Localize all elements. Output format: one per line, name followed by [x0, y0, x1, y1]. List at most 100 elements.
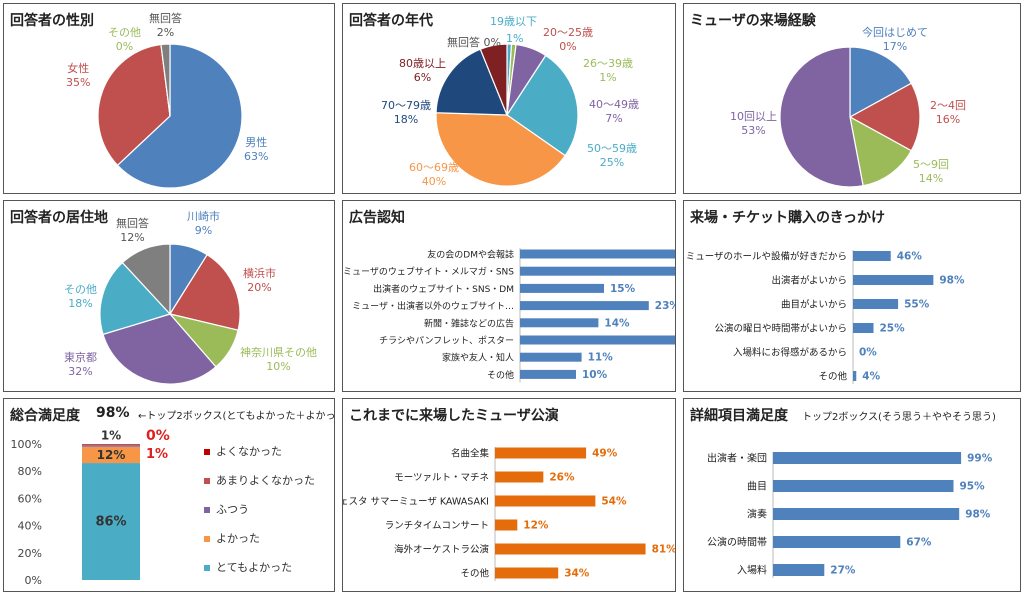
slice-label-age-40: 40～49歳 7%: [589, 98, 639, 125]
stack-value-label: 0%: [146, 428, 170, 444]
panel-title: 回答者の居住地: [10, 210, 108, 226]
bar-value-label: 15%: [610, 283, 636, 295]
panel-title: ミューザの来場経験: [690, 13, 816, 29]
pie-slice-5: [435, 112, 567, 187]
legend-item: ふつう: [204, 501, 249, 517]
pie-residence: [99, 243, 241, 385]
bar-value-label: 10%: [582, 369, 608, 381]
bar-value-label: 4%: [862, 371, 880, 383]
slice-label-kanagawa: 神奈川県その他 10%: [240, 346, 317, 373]
slice-label-age-50: 50～59歳 25%: [587, 142, 637, 169]
y-tick-label: 100%: [11, 438, 42, 451]
bar-1: [773, 480, 954, 492]
bar-2: [853, 299, 899, 309]
slice-label-age-19: 19歳以下: [490, 15, 537, 28]
bar-category-label: 出演者・楽団: [707, 452, 767, 465]
bar-category-label: その他: [818, 371, 847, 383]
bar-value-label: 14%: [604, 317, 630, 329]
slice-label-age-70: 70～79歳 18%: [381, 99, 431, 126]
pie-slice-4: [99, 261, 172, 336]
bar-value-label: 98%: [965, 509, 991, 521]
bar-value-label: 95%: [960, 481, 986, 493]
stack-segment-0: [82, 463, 140, 580]
bar-category-label: ランチタイムコンサート: [385, 521, 489, 532]
bar-value-label: 26%: [549, 472, 575, 484]
slice-label-kawasaki: 川崎市 9%: [187, 210, 220, 237]
stack-segment-2: [82, 445, 140, 447]
bar-category-label: チラシやパンフレット、ポスター: [379, 336, 514, 347]
bar-category-label: ミューザのホールや設備が好きだから: [686, 251, 847, 263]
slice-label-10plus: 10回以上 53%: [730, 110, 777, 137]
bar-category-label: 曲目: [747, 481, 767, 493]
stack-segment-3: [82, 444, 140, 446]
legend-item: よくなかった: [204, 443, 282, 459]
bar-0: [853, 251, 891, 261]
slice-label-first: 今回はじめて 17%: [862, 26, 928, 53]
pie-slice-0: [116, 43, 243, 189]
panel-gender: 回答者の性別 男性 63% 女性 35% その他 0% 無回答 2%: [3, 3, 335, 194]
slice-label-female: 女性 35%: [66, 62, 91, 89]
pie-slice-1: [848, 82, 921, 152]
bar-value-label: 55%: [904, 299, 930, 311]
bar-category-label: ミューザ・出演者以外のウェブサイト…: [352, 300, 514, 312]
stack-value-label: 1%: [101, 428, 121, 442]
bar-2: [520, 283, 604, 293]
bars-detail: 出演者・楽団 99% 曲目 95% 演奏 98% 公演の時間帯 67% 入場料 27%: [707, 452, 993, 578]
bar-category-label: 友の会のDMや会報誌: [427, 249, 514, 261]
panel-title: 詳細項目満足度: [690, 408, 788, 424]
bar-category-label: 公演の時間帯: [707, 536, 767, 549]
bars-trigger: ミューザのホールや設備が好きだから 46% 出演者がよいから 98% 曲目がよいから 55…: [686, 250, 965, 384]
bar-value-label: 11%: [588, 352, 614, 364]
panel-title: これまでに来場したミューザ公演: [349, 408, 559, 424]
bar-4: [520, 318, 599, 328]
slice-label-yokohama: 横浜市 20%: [243, 267, 276, 294]
panel-visits: ミューザの来場経験 今回はじめて 17% 2～4回 16% 5～9回 14% 10回以…: [683, 3, 1021, 194]
pie-gender: [97, 43, 243, 189]
bar-5: [853, 371, 857, 381]
stack-value-label: 1%: [146, 447, 168, 462]
slice-label-noanswer: 無回答 12%: [116, 217, 149, 244]
bar-category-label: 出演者がよいから: [771, 275, 847, 287]
legend-swatch: [204, 478, 210, 484]
bar-5: [495, 567, 559, 579]
bar-category-label: 海外オーケストラ公演: [394, 544, 489, 556]
panel-age: 回答者の年代 19歳以下 1% 20～25歳 0% 26～39歳 1% 40～49歳…: [342, 3, 676, 194]
detail-subtitle: トップ2ボックス(そう思う＋ややそう思う): [802, 412, 996, 423]
bar-category-label: ミューザのウェブサイト・メルマガ・SNS: [343, 266, 514, 278]
bar-2: [495, 495, 596, 507]
pie-slice-6: [435, 48, 508, 116]
bar-0: [520, 249, 675, 259]
bar-value-label: 27%: [830, 565, 856, 577]
bar-4: [773, 564, 825, 576]
bar-category-label: 入場料: [737, 564, 767, 577]
slice-label-5to9: 5～9回 14%: [913, 158, 949, 185]
y-tick-label: 20%: [18, 547, 42, 560]
pie-slice-2: [849, 115, 913, 187]
panel-overall: 総合満足度 98% ←トップ2ボックス(とてもよかった＋よかった) 100% 80…: [3, 398, 335, 592]
bar-2: [773, 508, 960, 520]
panel-trigger: 来場・チケット購入のきっかけ ミューザのホールや設備が好きだから 46% 出演者がよ…: [683, 200, 1021, 392]
pie-slice-3: [102, 313, 217, 385]
bar-category-label: 曲目がよいから: [781, 299, 847, 311]
panel-title: 総合満足度: [10, 408, 80, 424]
bars-ads: 友の会のDMや会報誌44%ミューザのウェブサイト・メルマガ・SNS30%出演者の…: [343, 248, 675, 383]
legend-item: とてもよかった: [204, 559, 292, 575]
bar-category-label: 演奏: [747, 508, 767, 521]
stack-segment-1: [82, 446, 140, 464]
legend-swatch: [204, 536, 210, 542]
overall-note: ←トップ2ボックス(とてもよかった＋よかった): [138, 411, 335, 422]
bar-category-label: 新聞・雑誌などの広告: [424, 317, 514, 329]
bar-value-label: 34%: [564, 568, 590, 580]
slice-label-male: 男性 63%: [244, 136, 269, 163]
bar-5: [520, 335, 675, 345]
y-tick-label: 80%: [18, 465, 42, 478]
bar-category-label: その他: [460, 568, 489, 580]
stack-value-label: 86%: [95, 515, 126, 530]
bar-3: [853, 323, 874, 333]
bar-category-label: 出演者のウェブサイト・SNS・DM: [373, 283, 514, 295]
slice-label-age-80: 80歳以上 6%: [399, 57, 446, 84]
bar-category-label: モーツァルト・マチネ: [394, 473, 489, 484]
bar-value-label: 81%: [652, 544, 676, 556]
bar-category-label: 名曲全集: [451, 448, 490, 460]
slice-label-other: その他 18%: [64, 283, 97, 310]
